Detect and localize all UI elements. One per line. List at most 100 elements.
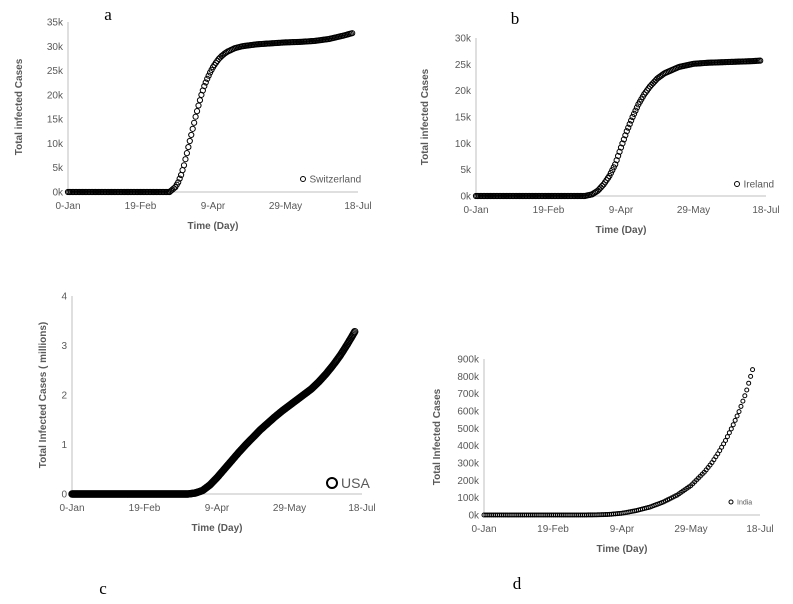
charts-group: 0k 5k 10k 15k 20k 25k 3 0k 35k 0-Jan 19-Feb 9-Apr 29… — [14, 18, 780, 556]
y-tick-label: 5k — [460, 165, 472, 176]
y-tick-label: 20k — [455, 86, 472, 97]
data-point — [204, 75, 211, 82]
data-point — [183, 150, 190, 157]
y-tick-label: 10k — [47, 139, 64, 150]
data-point — [193, 108, 201, 115]
data-point — [730, 422, 736, 428]
x-tick-label: 19-Feb — [129, 503, 161, 514]
legend-label: Ireland — [744, 180, 775, 191]
y-tick-label: 100k — [457, 493, 480, 504]
legend-marker — [300, 176, 306, 182]
data-point — [736, 409, 742, 415]
data-point — [734, 413, 740, 419]
data-point — [740, 398, 746, 404]
y-axis-title: Total infected Cases — [420, 68, 431, 165]
panel-label-a: a — [104, 5, 112, 24]
y-tick-label: 500k — [457, 424, 480, 435]
y-tick-label: 0k — [52, 188, 64, 199]
data-point — [350, 329, 358, 337]
y-tick-label: 4 — [61, 292, 67, 303]
chart-d: 0k 100k 200k 300k 400k 500k 600k 700k 800k 900k 0-… — [432, 355, 774, 556]
data-point — [728, 426, 734, 432]
y-axis-title: Total infected Cases — [14, 58, 25, 155]
data-point — [738, 403, 744, 409]
x-tick-label: 29-May — [269, 201, 302, 212]
data-point — [748, 373, 754, 379]
data-point — [186, 137, 193, 145]
y-tick-label: 15k — [47, 115, 64, 126]
y-tick-label: 10k — [455, 139, 472, 150]
x-tick-label: 29-May — [677, 205, 710, 216]
x-tick-label: 19-Feb — [125, 201, 157, 212]
data-point — [619, 140, 626, 147]
data-point — [188, 131, 195, 139]
x-tick-label: 0-Jan — [55, 201, 80, 212]
chart-a: 0k 5k 10k 15k 20k 25k 30k 35k 0-Jan 19-Feb 9-Apr 29… — [14, 18, 372, 233]
data-point — [630, 110, 638, 117]
data-point — [626, 121, 633, 128]
data-point — [191, 119, 198, 126]
data-point — [726, 430, 732, 436]
y-tick-label: 15k — [455, 113, 472, 124]
panel-label-d: d — [513, 574, 522, 593]
x-axis-title: Time (Day) — [192, 523, 243, 534]
x-tick-label: 18-Jul — [752, 205, 779, 216]
data-point — [609, 167, 616, 174]
data-point — [633, 104, 641, 111]
y-tick-label: 25k — [47, 66, 64, 77]
data-point — [205, 72, 212, 79]
data-point — [757, 57, 764, 64]
data-point — [616, 148, 623, 155]
x-tick-label: 9-Apr — [610, 524, 635, 535]
data-point — [180, 162, 188, 169]
legend-marker — [728, 499, 734, 505]
y-tick-label: 0k — [460, 192, 472, 203]
x-tick-label: 18-Jul — [746, 524, 773, 535]
data-point — [615, 152, 622, 160]
data-point — [620, 136, 628, 143]
x-tick-label: 9-Apr — [205, 503, 230, 514]
data-point — [192, 113, 199, 120]
x-tick-label: 9-Apr — [609, 205, 634, 216]
data-point — [724, 434, 730, 440]
legend-label: USA — [341, 475, 370, 491]
y-tick-label: 3 — [61, 341, 67, 352]
chart-b: 0k 5k 10k 15k 20k 25k 30k 0-Jan 19-Feb 9-Apr 29-Ma… — [420, 34, 780, 237]
y-tick-label: 20k — [47, 90, 64, 101]
y-tick-label: 400k — [457, 441, 480, 452]
x-tick-label: 9-Apr — [201, 201, 226, 212]
legend-marker — [326, 477, 338, 489]
legend-label: Switzerland — [310, 175, 362, 186]
y-tick-label: 700k — [457, 389, 480, 400]
x-axis-title: Time (Day) — [597, 544, 648, 555]
data-point — [750, 367, 756, 373]
y-tick-label: 35k — [47, 18, 64, 29]
data-point — [202, 79, 209, 86]
x-axis-title: Time (Day) — [596, 225, 647, 236]
data-point — [176, 175, 183, 182]
x-tick-label: 18-Jul — [348, 503, 375, 514]
data-point — [613, 157, 620, 164]
data-point — [625, 124, 632, 131]
x-tick-label: 0-Jan — [463, 205, 488, 216]
data-point — [182, 156, 189, 163]
x-tick-label: 19-Feb — [537, 524, 569, 535]
y-tick-label: 900k — [457, 355, 480, 366]
y-tick-label: 300k — [457, 459, 480, 470]
x-tick-label: 0-Jan — [471, 524, 496, 535]
data-point — [201, 83, 208, 90]
data-point — [629, 113, 636, 121]
legend-marker — [734, 181, 740, 187]
data-point — [185, 143, 192, 151]
data-point — [175, 179, 182, 186]
x-tick-label: 29-May — [674, 524, 707, 535]
data-point — [732, 417, 738, 423]
data-point — [351, 327, 359, 336]
data-point — [744, 387, 750, 393]
data-point — [622, 132, 629, 139]
data-point — [610, 164, 617, 171]
data-point — [607, 169, 614, 177]
y-tick-label: 200k — [457, 476, 480, 487]
data-point — [742, 393, 748, 399]
y-tick-label: 0 — [61, 490, 67, 501]
